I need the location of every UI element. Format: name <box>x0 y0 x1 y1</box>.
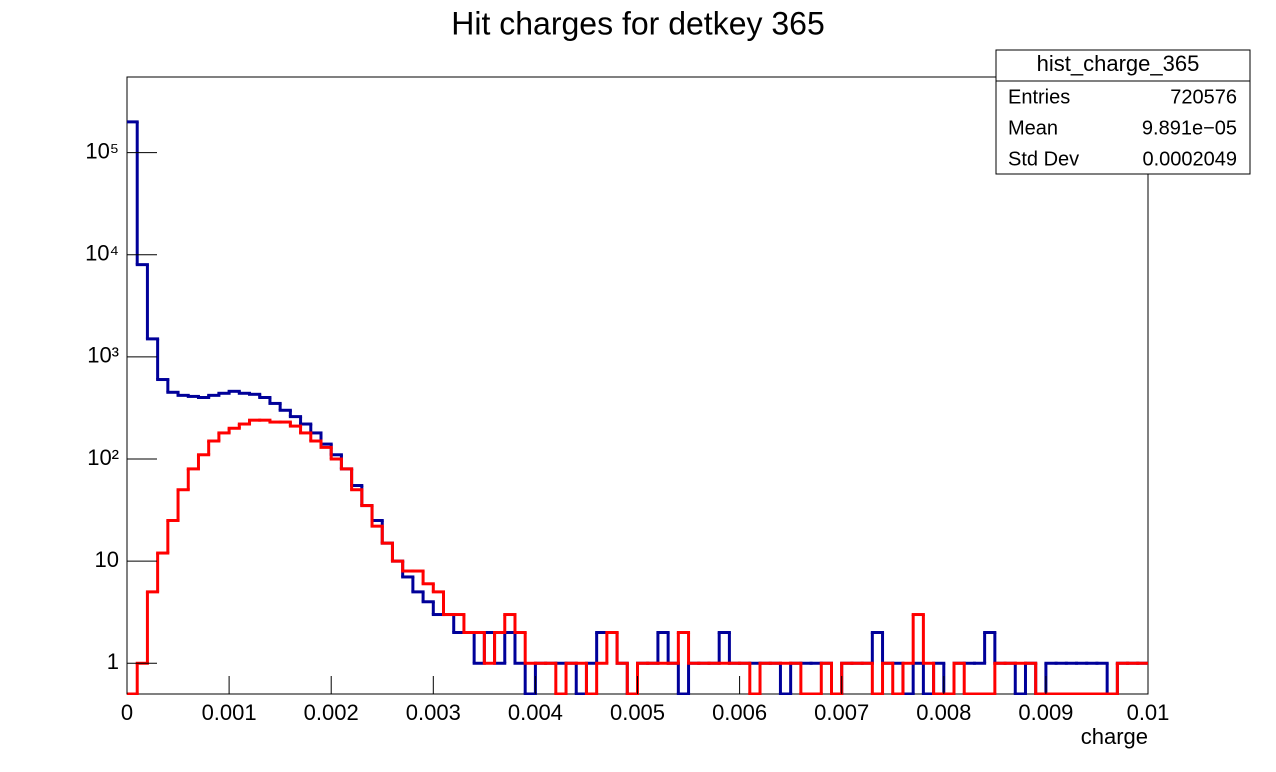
x-tick-label: 0.008 <box>916 700 971 725</box>
histogram-layer <box>127 120 1148 695</box>
y-tick-label: 10⁵ <box>85 138 119 163</box>
x-tick-label: 0.004 <box>508 700 563 725</box>
x-tick-label: 0.003 <box>406 700 461 725</box>
stats-frame <box>995 49 1251 175</box>
y-tick-label: 1 <box>107 649 119 674</box>
y-tick-label: 10⁴ <box>85 241 119 266</box>
stats-value: 720576 <box>1170 86 1237 108</box>
x-tick-label: 0.005 <box>610 700 665 725</box>
x-tick-label: 0.002 <box>304 700 359 725</box>
x-axis-label: charge <box>1081 724 1148 749</box>
stats-value: 0.0002049 <box>1142 148 1237 170</box>
y-tick-label: 10² <box>87 445 119 470</box>
x-tick-label: 0 <box>121 700 133 725</box>
stats-key: Std Dev <box>1008 148 1079 170</box>
y-tick-label: 10³ <box>87 343 119 368</box>
stats-box: hist_charge_365 Entries 720576 Mean 9.89… <box>995 49 1251 175</box>
stats-title: hist_charge_365 <box>1037 51 1200 76</box>
stats-key: Entries <box>1008 86 1070 108</box>
chart-title: Hit charges for detkey 365 <box>451 5 825 41</box>
stats-key: Mean <box>1008 117 1058 139</box>
x-tick-label: 0.001 <box>202 700 257 725</box>
y-tick-label: 10 <box>95 547 119 572</box>
x-tick-label: 0.009 <box>1018 700 1073 725</box>
x-tick-label: 0.01 <box>1127 700 1170 725</box>
x-tick-label: 0.006 <box>712 700 767 725</box>
x-tick-label: 0.007 <box>814 700 869 725</box>
stats-value: 9.891e−05 <box>1142 117 1237 139</box>
